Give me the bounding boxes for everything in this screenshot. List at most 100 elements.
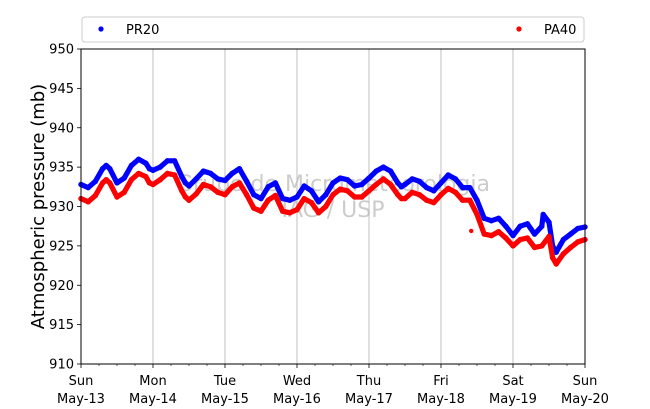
y-tick-label: 915: [49, 318, 74, 333]
data-point-pa40: [402, 195, 408, 202]
data-point-pa40: [337, 186, 343, 192]
data-point-pr20: [395, 180, 401, 186]
data-point-pa40: [467, 197, 473, 203]
data-point-pa40: [366, 188, 372, 194]
data-point-pr20: [99, 166, 106, 172]
x-tick-label-day: Wed: [283, 374, 311, 389]
data-point-pa40: [182, 194, 189, 200]
data-point-pr20: [524, 221, 531, 227]
data-point-pr20: [503, 223, 509, 229]
data-point-pr20: [495, 215, 502, 221]
data-point-pa40: [359, 194, 365, 200]
data-point-pa40: [99, 180, 106, 186]
data-point-pa40: [567, 244, 574, 251]
data-point-pr20: [416, 178, 423, 184]
data-point-pa40: [539, 243, 545, 249]
data-point-pa40: [503, 235, 509, 241]
x-axis: Sun May-13 Mon May-14 Tue May-15 Wed May-16 Thu M…: [57, 364, 609, 407]
data-point-pa40: [517, 236, 523, 243]
data-point-pr20: [164, 158, 171, 164]
data-point-pa40: [351, 194, 358, 200]
x-tick-label-day: Sun: [573, 374, 598, 389]
data-point-pa40: [459, 197, 466, 203]
x-tick-label-day: Mon: [139, 374, 166, 389]
data-point-pa40: [135, 170, 142, 177]
data-point-pa40: [258, 208, 264, 214]
y-axis-label: Atmospheric pressure (mb): [28, 84, 49, 329]
data-point-pr20: [182, 180, 189, 186]
data-point-pa40: [193, 191, 199, 197]
data-point-pa40: [128, 177, 135, 183]
data-point-pa40: [488, 232, 495, 239]
legend-marker-pr20: [98, 26, 104, 32]
data-point-pa40: [287, 210, 293, 216]
data-point-pa40: [103, 177, 109, 183]
data-point-pa40: [474, 211, 480, 218]
data-point-pr20: [337, 175, 343, 181]
legend-box: [81, 16, 585, 43]
data-point-pr20: [294, 194, 300, 200]
legend-marker-pa40: [516, 26, 522, 32]
data-point-pa40: [279, 208, 286, 214]
data-point-pr20: [171, 158, 178, 164]
x-tick-label-day: Sun: [69, 374, 94, 389]
data-point-pa40: [524, 235, 531, 241]
data-point-pr20: [265, 184, 271, 190]
y-tick-label: 950: [49, 43, 74, 58]
data-point-pr20: [330, 180, 336, 186]
data-point-pa40: [272, 192, 279, 199]
data-point-pr20: [92, 178, 99, 184]
data-point-pa40: [387, 181, 394, 188]
data-point-pa40: [445, 185, 451, 192]
data-point-pa40: [236, 180, 243, 186]
data-point-pr20: [423, 184, 430, 191]
legend: PR20 PA40: [81, 16, 585, 43]
data-point-pa40: [510, 243, 516, 249]
data-point-pa40: [546, 233, 552, 240]
data-point-pr20: [236, 166, 243, 172]
data-point-pr20: [402, 181, 408, 188]
data-point-pr20: [193, 176, 199, 182]
data-point-pr20: [380, 164, 387, 170]
data-point-pr20: [200, 168, 207, 174]
data-point-pa40: [495, 229, 502, 235]
data-point-pa40: [323, 203, 329, 210]
data-point-pr20: [128, 162, 135, 169]
y-tick-label: 925: [49, 239, 74, 254]
x-tick-label-date: May-13: [57, 392, 105, 407]
data-point-pa40: [114, 194, 120, 200]
data-point-pr20: [323, 192, 329, 198]
legend-label-pr20: PR20: [126, 23, 159, 38]
y-tick-label: 930: [49, 200, 74, 215]
data-point-pa40: [380, 176, 387, 182]
data-point-pa40: [164, 170, 171, 177]
data-point-pa40: [308, 199, 315, 206]
y-axis: 910 915 920 925 930 935 940 945 950: [49, 43, 81, 373]
data-point-pa40: [121, 189, 127, 195]
data-point-pr20: [150, 167, 156, 173]
data-point-pr20: [373, 168, 379, 174]
data-point-pa40: [531, 244, 538, 251]
data-point-pr20: [243, 178, 250, 184]
data-point-pr20: [251, 192, 257, 198]
data-point-pr20: [143, 160, 149, 166]
x-tick-label-date: May-14: [129, 392, 177, 407]
y-tick-label: 945: [49, 82, 74, 97]
data-point-pr20: [179, 173, 185, 180]
data-point-pa40: [143, 173, 149, 180]
x-tick-label-date: May-19: [489, 392, 537, 407]
x-tick-label-date: May-16: [273, 392, 321, 407]
data-point-pr20: [135, 156, 142, 162]
data-point-pa40: [265, 197, 271, 203]
data-point-pa40: [200, 181, 207, 188]
data-point-pr20: [539, 223, 545, 229]
data-point-pr20: [186, 183, 192, 189]
data-point-pr20: [103, 162, 109, 169]
data-point-pr20: [279, 195, 286, 202]
data-point-pa40: [150, 181, 156, 188]
series-layer: [78, 156, 588, 267]
data-point-pa40: [431, 199, 437, 206]
data-point-pa40: [549, 255, 556, 261]
outlier-point-pa40: [469, 228, 474, 234]
data-point-pr20: [121, 175, 127, 181]
